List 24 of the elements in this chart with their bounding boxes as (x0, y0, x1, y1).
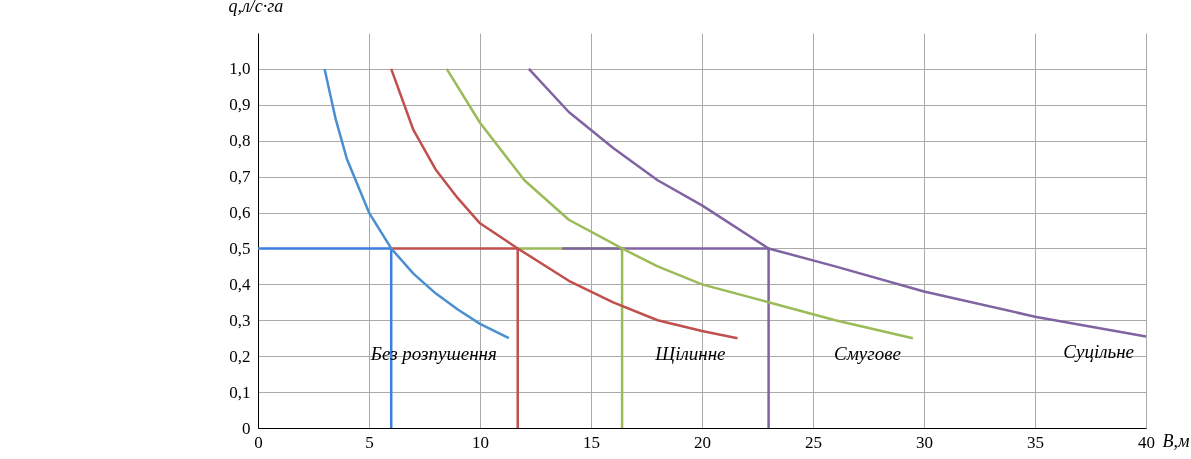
y-axis-title: q,л/с·га (228, 0, 284, 16)
y-tick-label: 0,6 (229, 203, 251, 223)
x-tick-label: 20 (694, 432, 711, 452)
y-tick-label: 0,3 (229, 310, 251, 330)
series-label: Смугове (834, 343, 901, 365)
x-tick-label: 30 (916, 432, 933, 452)
series-label: Суцільне (1063, 341, 1134, 363)
y-tick-label: 0,1 (229, 382, 251, 402)
x-tick-label: 25 (805, 432, 822, 452)
x-tick-label: 15 (583, 432, 600, 452)
x-tick-label: 10 (472, 432, 489, 452)
x-tick-label: 35 (1027, 432, 1044, 452)
y-tick-label: 0,8 (229, 131, 251, 151)
y-tick-label: 0,7 (229, 167, 251, 187)
y-tick-label: 0 (242, 418, 251, 438)
series-label: Щілинне (654, 343, 726, 365)
y-tick-label: 1,0 (229, 59, 251, 79)
y-tick-label: 0,9 (229, 95, 251, 115)
x-tick-label: 5 (365, 432, 374, 452)
y-tick-label: 0,2 (229, 346, 251, 366)
x-tick-label: 40 (1138, 432, 1155, 452)
x-axis-title: B,м (1162, 430, 1190, 451)
y-tick-label: 0,5 (229, 238, 251, 258)
y-tick-label: 0,4 (229, 274, 251, 294)
